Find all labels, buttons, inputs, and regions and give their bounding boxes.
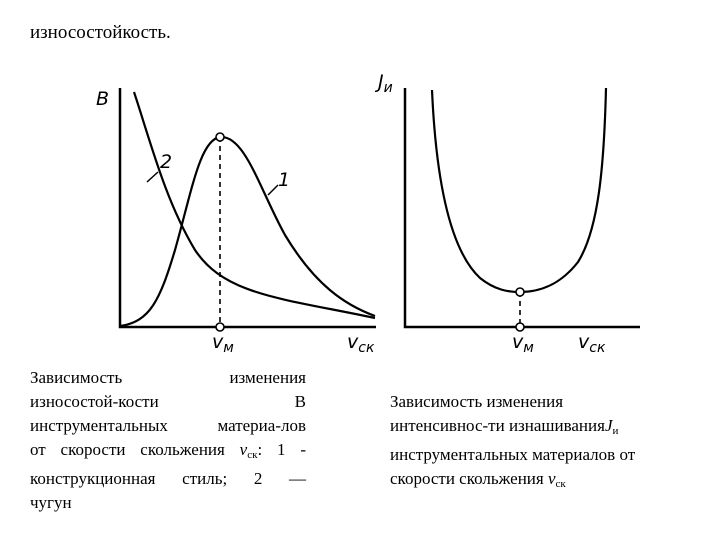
label-sub: м	[223, 340, 234, 356]
text: : 1 -	[257, 440, 306, 459]
label-main: v	[347, 331, 359, 353]
subscript: ск	[247, 449, 258, 461]
text: интенсивнос-ти изнашивания	[390, 416, 605, 435]
x-axis-label: vск	[347, 331, 375, 356]
caption-line: инструментальных материалов от	[390, 445, 636, 464]
y-axis-label: Jи	[374, 71, 393, 96]
caption-line: износостой-кости В	[30, 392, 306, 411]
text: скорости скольжения	[390, 469, 548, 488]
label-sub: ск	[358, 340, 375, 356]
point	[215, 322, 225, 332]
curve-label: 2	[160, 151, 172, 173]
caption-line: конструкционная стиль; 2 —	[30, 469, 306, 488]
page-title: износостойкость.	[30, 22, 171, 43]
x-mark-label: vм	[512, 331, 534, 356]
caption-line: Зависимость изменения	[390, 392, 564, 411]
caption-line: чугун	[30, 493, 72, 512]
label-sub: и	[384, 80, 393, 96]
label-sub: ск	[589, 340, 606, 356]
symbol: ν	[239, 440, 248, 459]
caption-line: скорости скольжения νск	[390, 467, 690, 496]
point	[215, 132, 225, 142]
point	[515, 322, 525, 332]
caption-line: интенсивнос-ти изнашиванияJи	[390, 414, 690, 443]
label-main: J	[374, 71, 384, 93]
caption-line: от скорости скольжения νск: 1 -	[30, 438, 306, 467]
leader	[146, 171, 159, 183]
label-main: v	[512, 331, 524, 353]
curve-2	[132, 91, 376, 320]
curve-label: 1	[278, 169, 290, 191]
subscript: ск	[555, 478, 566, 490]
label-sub: м	[523, 340, 534, 356]
caption-line: инструментальных материа-лов	[30, 416, 306, 435]
subscript: и	[612, 425, 619, 437]
right-diagram: Jи vм vск	[374, 71, 640, 356]
y-axis-label: B	[96, 88, 109, 110]
caption-line: Зависимость изменения	[30, 368, 306, 387]
axes	[403, 88, 640, 329]
symbol: J	[604, 416, 613, 435]
left-diagram: B 2 1 vм vск	[96, 88, 376, 356]
curve	[430, 87, 608, 294]
x-mark-label: vм	[212, 331, 234, 356]
right-caption: Зависимость изменения интенсивнос-ти изн…	[390, 390, 690, 496]
axes	[118, 88, 376, 329]
x-axis-label: vск	[578, 331, 606, 356]
left-caption: Зависимость изменения износостой-кости В…	[30, 366, 306, 515]
leader	[267, 184, 279, 196]
label-main: v	[578, 331, 590, 353]
label-main: v	[212, 331, 224, 353]
symbol: ν	[547, 469, 556, 488]
text: от скорости скольжения	[30, 440, 240, 459]
point	[515, 287, 525, 297]
